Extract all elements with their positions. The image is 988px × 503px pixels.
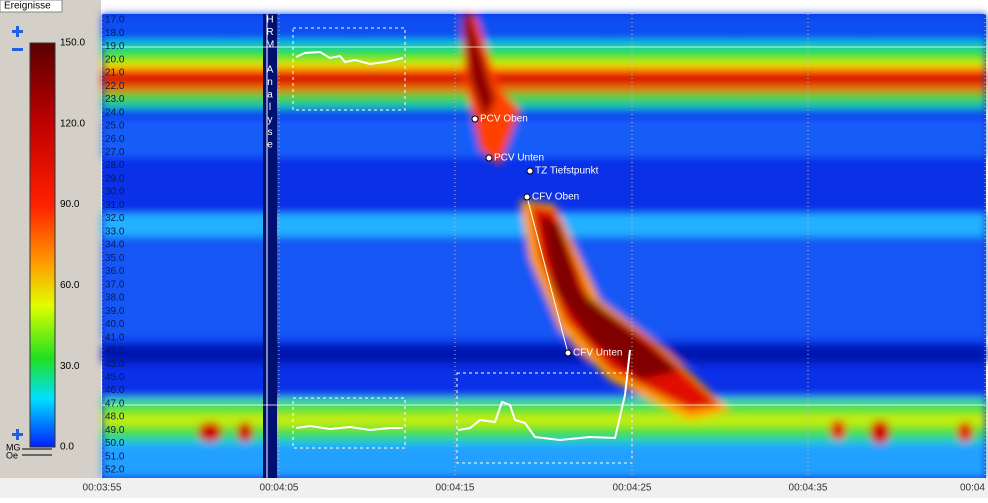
row-label: 17.0	[105, 15, 125, 26]
heatmap	[102, 14, 986, 478]
row-label: 47.0	[105, 398, 125, 409]
row-label: 20.0	[105, 54, 125, 65]
side-label-letter: R	[266, 27, 273, 38]
row-label: 40.0	[105, 319, 125, 330]
side-label-letter: e	[267, 140, 273, 151]
annotation: CFV Oben	[532, 192, 579, 203]
row-label: 31.0	[105, 200, 125, 211]
tab-title: Ereignisse	[4, 1, 51, 12]
scale-label: 90.0	[60, 199, 80, 210]
row-label: 25.0	[105, 121, 125, 132]
annotation-dot[interactable]	[523, 193, 531, 201]
row-label: 27.0	[105, 147, 125, 158]
scale-label: 120.0	[60, 118, 85, 129]
scale-label: 150.0	[60, 38, 85, 49]
row-label: 48.0	[105, 412, 125, 423]
row-label: 29.0	[105, 173, 125, 184]
scale-label: 30.0	[60, 361, 80, 372]
row-label: 32.0	[105, 213, 125, 224]
row-label: 28.0	[105, 160, 125, 171]
row-label: 30.0	[105, 187, 125, 198]
row-label: 35.0	[105, 253, 125, 264]
row-label: 24.0	[105, 107, 125, 118]
row-label: 50.0	[105, 438, 125, 449]
annotation: PCV Oben	[480, 114, 528, 125]
zoom-in[interactable]	[16, 26, 19, 37]
annotation: TZ Tiefstpunkt	[535, 166, 599, 177]
row-label: 39.0	[105, 306, 125, 317]
time-label: 00:04:05	[260, 483, 299, 494]
zoom-in[interactable]	[16, 429, 19, 440]
annotation-dot[interactable]	[485, 154, 493, 162]
marker-label: MG	[6, 442, 21, 452]
time-label: 00:04:25	[613, 483, 652, 494]
annotation-dot[interactable]	[526, 167, 534, 175]
time-axis	[0, 478, 988, 498]
side-label-letter: s	[268, 127, 273, 138]
side-label-letter: M	[266, 40, 274, 51]
row-label: 41.0	[105, 332, 125, 343]
scale-label: 60.0	[60, 280, 80, 291]
tab[interactable]	[0, 0, 63, 13]
row-label: 21.0	[105, 68, 125, 79]
side-label-letter: a	[267, 90, 273, 101]
color-scale	[29, 42, 56, 448]
row-label: 19.0	[105, 41, 125, 52]
time-label: 00:04:15	[436, 483, 475, 494]
row-label: 52.0	[105, 465, 125, 476]
row-label: 38.0	[105, 293, 125, 304]
row-label: 22.0	[105, 81, 125, 92]
row-label: 51.0	[105, 451, 125, 462]
side-label-letter: l	[269, 102, 271, 113]
row-label: 23.0	[105, 94, 125, 105]
annotation-dot[interactable]	[471, 115, 479, 123]
row-label: 42.0	[105, 346, 125, 357]
side-label-letter: H	[266, 15, 273, 26]
row-label: 33.0	[105, 226, 125, 237]
time-label: 00:04	[960, 483, 985, 494]
annotation: CFV Unten	[573, 348, 622, 359]
row-label: 18.0	[105, 28, 125, 39]
zoom-out[interactable]	[12, 48, 23, 51]
annotation-dot[interactable]	[564, 349, 572, 357]
time-label: 00:03:55	[83, 483, 122, 494]
row-label: 45.0	[105, 372, 125, 383]
row-label: 34.0	[105, 240, 125, 251]
row-label: 46.0	[105, 385, 125, 396]
annotation: PCV Unten	[494, 153, 544, 164]
row-label: 49.0	[105, 425, 125, 436]
row-label: 43.0	[105, 359, 125, 370]
time-label: 00:04:35	[789, 483, 828, 494]
side-label-letter: y	[268, 115, 273, 126]
scale-label: 0.0	[60, 442, 74, 453]
marker-label: Oe	[6, 450, 18, 460]
row-label: 36.0	[105, 266, 125, 277]
row-label: 26.0	[105, 134, 125, 145]
row-label: 37.0	[105, 279, 125, 290]
side-label-letter: n	[267, 77, 273, 88]
side-label-letter: A	[267, 65, 274, 76]
